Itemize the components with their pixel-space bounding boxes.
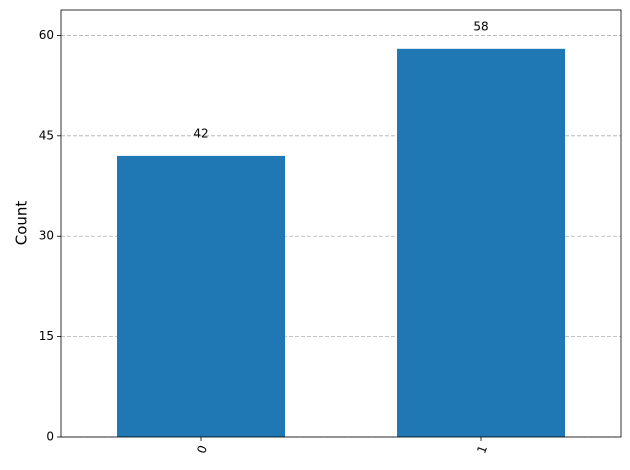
data-label: 58 [473, 19, 488, 33]
x-tick-label: 0 [194, 443, 210, 455]
bar [117, 155, 285, 437]
y-tick-label: 45 [39, 128, 54, 142]
data-label: 42 [193, 126, 208, 140]
y-tick-label: 15 [39, 329, 54, 343]
x-tick-label: 1 [474, 443, 490, 455]
y-axis-label: Count [13, 201, 31, 246]
axes-frame [60, 9, 622, 438]
y-tick-label: 60 [39, 28, 54, 42]
y-tick-label: 30 [39, 229, 54, 243]
y-tick-label: 0 [46, 430, 54, 444]
bar [397, 48, 565, 438]
